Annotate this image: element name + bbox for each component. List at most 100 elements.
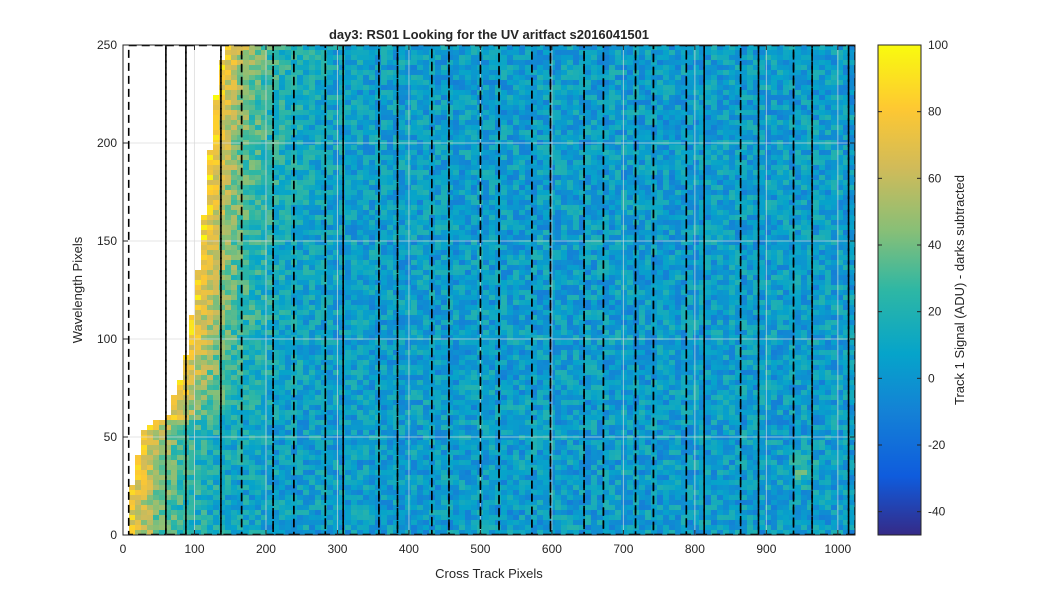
heatmap-cell bbox=[285, 155, 291, 160]
heatmap-cell bbox=[381, 180, 387, 185]
heatmap-cell bbox=[585, 125, 591, 130]
heatmap-cell bbox=[663, 250, 669, 255]
heatmap-cell bbox=[771, 185, 777, 190]
heatmap-cell bbox=[567, 95, 573, 100]
heatmap-cell bbox=[555, 265, 561, 270]
heatmap-cell bbox=[213, 250, 219, 255]
heatmap-cell bbox=[831, 230, 837, 235]
heatmap-cell bbox=[711, 210, 717, 215]
heatmap-cell bbox=[807, 240, 813, 245]
heatmap-cell bbox=[339, 110, 345, 115]
heatmap-cell bbox=[621, 230, 627, 235]
heatmap-cell bbox=[303, 70, 309, 75]
heatmap-cell bbox=[753, 160, 759, 165]
heatmap-cell bbox=[591, 220, 597, 225]
heatmap-cell bbox=[789, 130, 795, 135]
heatmap-cell bbox=[573, 110, 579, 115]
heatmap-cell bbox=[765, 235, 771, 240]
heatmap-cell bbox=[645, 65, 651, 70]
heatmap-cell bbox=[639, 80, 645, 85]
heatmap-cell bbox=[531, 245, 537, 250]
heatmap-cell bbox=[669, 95, 675, 100]
heatmap-cell bbox=[435, 195, 441, 200]
heatmap-cell bbox=[705, 195, 711, 200]
heatmap-cell bbox=[237, 180, 243, 185]
heatmap-cell bbox=[675, 160, 681, 165]
heatmap-cell bbox=[591, 135, 597, 140]
heatmap-cell bbox=[507, 245, 513, 250]
heatmap-cell bbox=[801, 250, 807, 255]
heatmap-cell bbox=[585, 270, 591, 275]
heatmap-cell bbox=[273, 190, 279, 195]
heatmap-cell bbox=[765, 170, 771, 175]
heatmap-cell bbox=[729, 95, 735, 100]
heatmap-cell bbox=[453, 255, 459, 260]
heatmap-cell bbox=[747, 195, 753, 200]
heatmap-cell bbox=[225, 210, 231, 215]
heatmap-cell bbox=[261, 195, 267, 200]
heatmap-cell bbox=[531, 55, 537, 60]
heatmap-cell bbox=[501, 260, 507, 265]
heatmap-cell bbox=[573, 240, 579, 245]
heatmap-cell bbox=[657, 255, 663, 260]
heatmap-cell bbox=[783, 65, 789, 70]
heatmap-cell bbox=[495, 90, 501, 95]
heatmap-cell bbox=[441, 205, 447, 210]
heatmap-cell bbox=[531, 100, 537, 105]
heatmap-cell bbox=[399, 230, 405, 235]
heatmap-cell bbox=[771, 240, 777, 245]
heatmap-cell bbox=[759, 175, 765, 180]
heatmap-cell bbox=[405, 135, 411, 140]
heatmap-cell bbox=[591, 185, 597, 190]
heatmap-cell bbox=[531, 240, 537, 245]
heatmap-cell bbox=[465, 220, 471, 225]
heatmap-cell bbox=[225, 55, 231, 60]
heatmap-cell bbox=[435, 270, 441, 275]
heatmap-cell bbox=[315, 200, 321, 205]
heatmap-cell bbox=[471, 210, 477, 215]
heatmap-cell bbox=[279, 55, 285, 60]
heatmap-cell bbox=[327, 45, 333, 50]
heatmap-cell bbox=[519, 270, 525, 275]
heatmap-cell bbox=[573, 80, 579, 85]
heatmap-cell bbox=[255, 250, 261, 255]
heatmap-cell bbox=[465, 195, 471, 200]
heatmap-cell bbox=[423, 210, 429, 215]
heatmap-cell bbox=[243, 155, 249, 160]
heatmap-cell bbox=[813, 160, 819, 165]
heatmap-cell bbox=[819, 100, 825, 105]
heatmap-cell bbox=[495, 225, 501, 230]
heatmap-cell bbox=[363, 80, 369, 85]
heatmap-cell bbox=[513, 250, 519, 255]
heatmap-cell bbox=[597, 245, 603, 250]
heatmap-cell bbox=[207, 260, 213, 265]
heatmap-cell bbox=[717, 155, 723, 160]
heatmap-cell bbox=[621, 95, 627, 100]
heatmap-cell bbox=[399, 105, 405, 110]
heatmap-cell bbox=[525, 245, 531, 250]
heatmap-cell bbox=[783, 175, 789, 180]
heatmap-cell bbox=[357, 125, 363, 130]
heatmap-cell bbox=[573, 220, 579, 225]
heatmap-cell bbox=[267, 80, 273, 85]
heatmap-cell bbox=[645, 180, 651, 185]
heatmap-cell bbox=[723, 85, 729, 90]
heatmap-cell bbox=[501, 230, 507, 235]
heatmap-cell bbox=[555, 150, 561, 155]
heatmap-cell bbox=[261, 125, 267, 130]
heatmap-cell bbox=[405, 110, 411, 115]
heatmap-cell bbox=[813, 245, 819, 250]
heatmap-cell bbox=[285, 150, 291, 155]
heatmap-cell bbox=[699, 185, 705, 190]
heatmap-cell bbox=[387, 155, 393, 160]
heatmap-cell bbox=[537, 135, 543, 140]
heatmap-cell bbox=[729, 190, 735, 195]
heatmap-cell bbox=[537, 65, 543, 70]
heatmap-cell bbox=[321, 50, 327, 55]
heatmap-cell bbox=[759, 135, 765, 140]
heatmap-cell bbox=[381, 230, 387, 235]
heatmap-cell bbox=[663, 125, 669, 130]
heatmap-cell bbox=[573, 65, 579, 70]
heatmap-cell bbox=[411, 245, 417, 250]
heatmap-cell bbox=[369, 45, 375, 50]
